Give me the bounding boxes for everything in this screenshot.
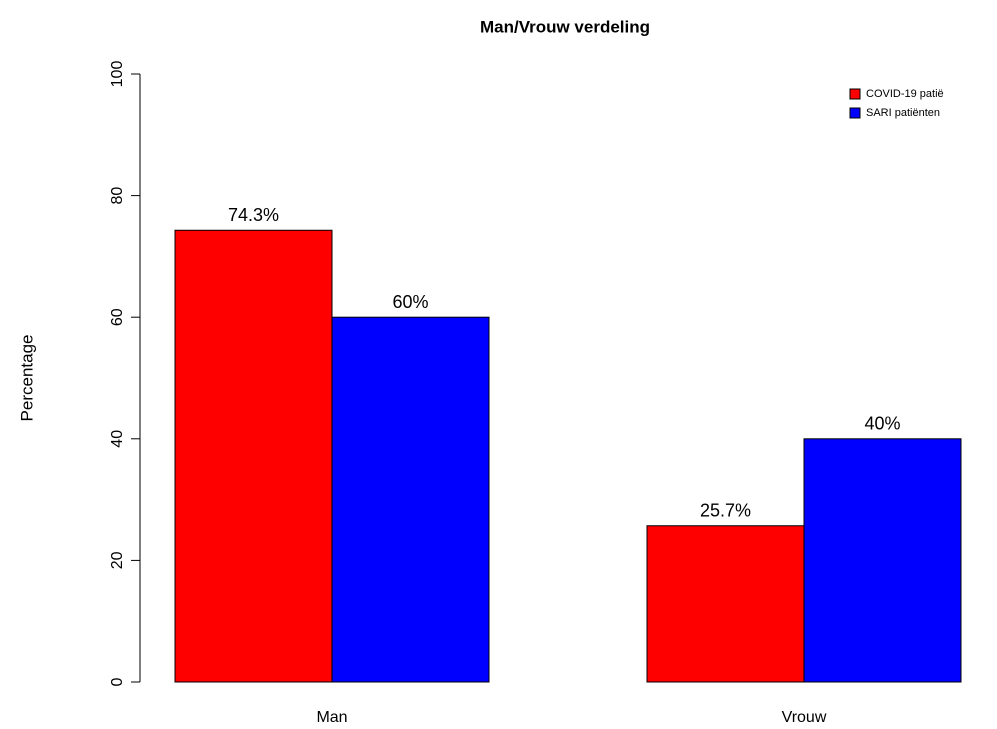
value-label: 40% xyxy=(864,414,900,434)
y-tick-label: 40 xyxy=(109,430,126,448)
legend-swatch xyxy=(849,107,861,119)
y-tick-label: 0 xyxy=(109,677,126,686)
x-tick-label: Vrouw xyxy=(782,709,827,726)
bar xyxy=(646,525,805,683)
value-label: 74.3% xyxy=(228,205,279,225)
value-label: 25.7% xyxy=(700,500,751,520)
chart-title: Man/Vrouw verdeling xyxy=(480,17,650,36)
y-axis-label: Percentage xyxy=(17,335,36,422)
y-tick-label: 20 xyxy=(109,551,126,569)
legend-label: COVID-19 patië xyxy=(866,88,944,100)
x-tick-label: Man xyxy=(316,709,347,726)
legend-label: SARI patiënten xyxy=(866,107,940,119)
y-tick-label: 60 xyxy=(109,308,126,326)
bar xyxy=(331,316,490,683)
bar xyxy=(803,438,962,683)
y-tick-label: 100 xyxy=(109,61,126,88)
y-tick-label: 80 xyxy=(109,187,126,205)
bar xyxy=(174,229,333,683)
value-label: 60% xyxy=(392,292,428,312)
legend-swatch xyxy=(849,88,861,100)
